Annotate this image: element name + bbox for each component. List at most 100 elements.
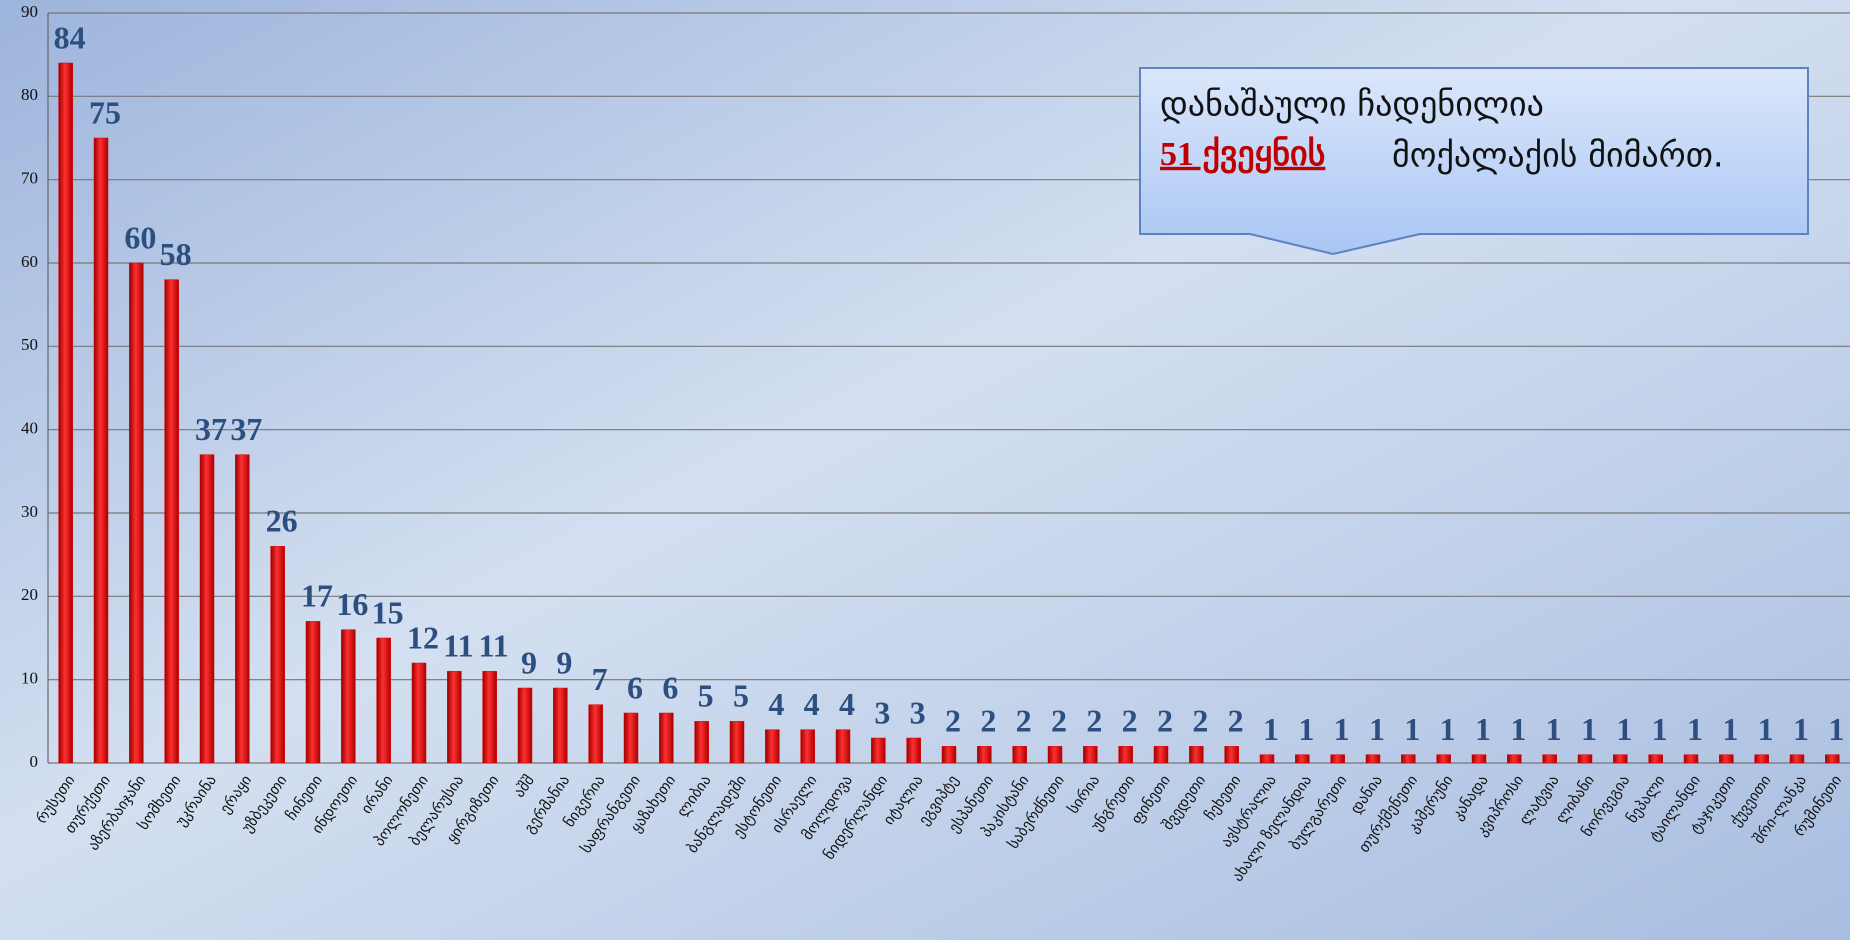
bar: [588, 704, 603, 764]
bar: [1683, 754, 1699, 764]
y-tick-label: 30: [21, 502, 38, 521]
bar: [1153, 746, 1169, 764]
bar: [1295, 754, 1310, 764]
callout-highlight: 51 ქვეყნის: [1160, 136, 1325, 174]
data-label: 15: [372, 594, 404, 630]
bar: [1613, 754, 1628, 764]
data-label: 1: [1298, 711, 1314, 747]
bar: [871, 737, 886, 764]
data-label: 60: [124, 219, 156, 255]
y-tick-label: 70: [21, 169, 38, 188]
data-label: 1: [1616, 711, 1632, 747]
data-label: 9: [521, 644, 537, 680]
data-label: 1: [1263, 711, 1279, 747]
data-label: 4: [768, 686, 784, 722]
data-label: 2: [1016, 703, 1032, 739]
data-label: 1: [1510, 711, 1526, 747]
data-label: 1: [1687, 711, 1703, 747]
bar: [1047, 746, 1063, 764]
bar: [1083, 746, 1098, 764]
callout-text: მოქალაქის მიმართ.: [1392, 136, 1724, 176]
data-label: 1: [1475, 711, 1491, 747]
bar: [1189, 746, 1204, 764]
bar: [376, 637, 391, 764]
bar: [517, 687, 533, 764]
bar: [1507, 754, 1522, 764]
bar: [270, 546, 285, 764]
bar: [553, 687, 568, 764]
y-tick-label: 80: [21, 85, 38, 104]
bar: [800, 729, 815, 764]
data-label: 2: [1192, 703, 1208, 739]
data-label: 5: [698, 678, 714, 714]
data-label: 75: [89, 94, 121, 130]
bar: [1542, 754, 1557, 764]
bar: [1825, 754, 1840, 764]
y-tick-label: 50: [21, 335, 38, 354]
data-label: 16: [336, 586, 368, 622]
data-label: 3: [874, 694, 890, 730]
bar: [1754, 754, 1769, 764]
data-label: 2: [980, 703, 996, 739]
bar: [1224, 746, 1239, 764]
bar: [1330, 754, 1345, 764]
data-label: 1: [1581, 711, 1597, 747]
bar: [305, 621, 321, 764]
data-label: 4: [804, 686, 820, 722]
data-label: 37: [195, 411, 227, 447]
data-label: 26: [266, 503, 298, 539]
bar: [1118, 746, 1133, 764]
data-label: 2: [1051, 703, 1067, 739]
data-label: 1: [1793, 711, 1809, 747]
data-label: 5: [733, 678, 749, 714]
y-tick-label: 20: [21, 585, 38, 604]
bar: [341, 629, 356, 764]
bar: [1436, 754, 1451, 764]
bar: [447, 671, 462, 764]
data-label: 17: [301, 578, 333, 614]
data-label: 1: [1440, 711, 1456, 747]
data-label: 1: [1758, 711, 1774, 747]
data-label: 1: [1369, 711, 1385, 747]
bar: [906, 737, 921, 764]
data-label: 9: [556, 644, 572, 680]
data-label: 2: [1157, 703, 1173, 739]
bar: [1401, 754, 1416, 764]
data-label: 84: [54, 19, 86, 55]
bar: [729, 721, 745, 764]
bar: [129, 262, 144, 764]
data-label: 2: [1122, 703, 1138, 739]
bar: [659, 712, 674, 764]
bar: [1719, 754, 1734, 764]
bar: [835, 729, 851, 764]
callout-box: [1139, 67, 1809, 256]
data-label: 1: [1334, 711, 1350, 747]
data-label: 6: [627, 669, 643, 705]
bar: [1259, 754, 1275, 764]
bar: [235, 454, 250, 764]
bar: [199, 454, 215, 764]
y-tick-label: 40: [21, 419, 38, 438]
data-label: 2: [1086, 703, 1102, 739]
bar: [1648, 754, 1663, 764]
bar: [1577, 754, 1593, 764]
data-label: 1: [1828, 711, 1844, 747]
bar: [1012, 746, 1027, 764]
bar: [482, 671, 497, 764]
y-tick-label: 60: [21, 252, 38, 271]
bar: [58, 62, 73, 764]
data-label: 11: [443, 628, 473, 664]
data-label: 11: [479, 628, 509, 664]
bar: [765, 729, 780, 764]
bar: [977, 746, 992, 764]
data-label: 37: [230, 411, 262, 447]
data-label: 2: [1228, 703, 1244, 739]
data-label: 12: [407, 619, 439, 655]
y-tick-label: 90: [21, 2, 38, 21]
data-label: 6: [662, 669, 678, 705]
data-label: 2: [945, 703, 961, 739]
bar: [1789, 754, 1805, 764]
bar: [93, 137, 109, 764]
data-label: 7: [592, 661, 608, 697]
